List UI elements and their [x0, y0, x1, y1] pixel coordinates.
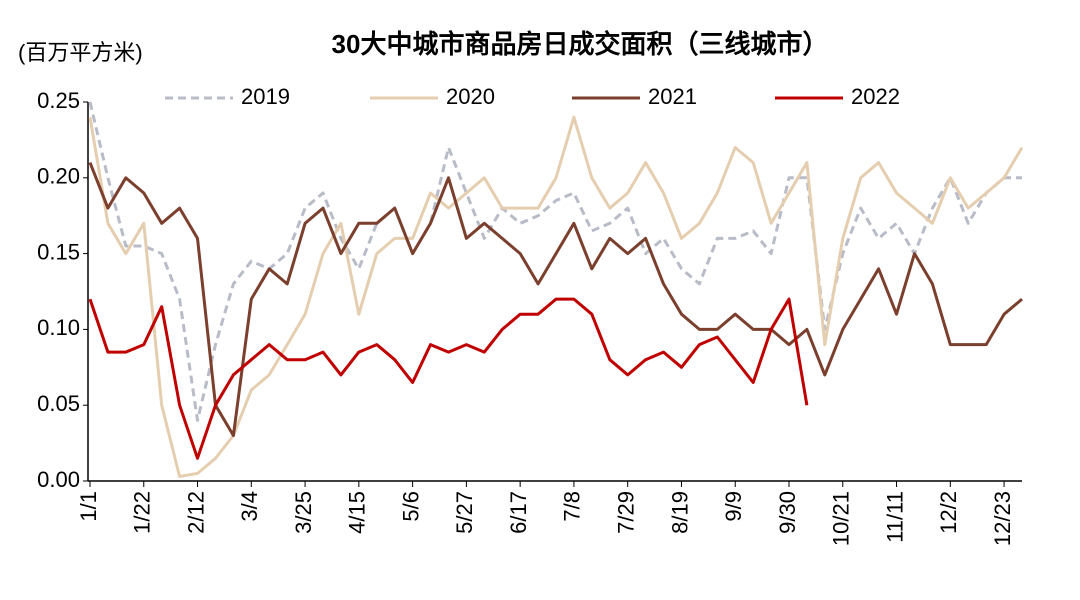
y-tick-label: 0.15 [37, 239, 80, 264]
x-tick-label: 8/19 [667, 491, 692, 534]
x-tick-label: 1/22 [130, 491, 155, 534]
series-line [88, 297, 809, 460]
x-tick-label: 3/25 [291, 491, 316, 534]
x-tick-label: 4/15 [345, 491, 370, 534]
y-tick-label: 0.20 [37, 164, 80, 189]
legend-label: 2020 [446, 84, 495, 109]
x-tick-label: 10/21 [829, 491, 854, 546]
x-tick-label: 1/1 [76, 491, 101, 522]
x-tick-label: 5/27 [452, 491, 477, 534]
y-tick-label: 0.25 [37, 88, 80, 113]
y-tick-label: 0.00 [37, 467, 80, 492]
y-tick-label: 0.10 [37, 315, 80, 340]
series-line [88, 115, 1024, 478]
y-tick-label: 0.05 [37, 391, 80, 416]
legend-label: 2021 [648, 84, 697, 109]
x-tick-label: 6/17 [506, 491, 531, 534]
x-tick-label: 7/29 [614, 491, 639, 534]
x-tick-label: 11/11 [882, 491, 907, 543]
chart-title: 30大中城市商品房日成交面积（三线城市） [332, 29, 829, 59]
series-line [88, 101, 1022, 422]
x-tick-label: 3/4 [237, 491, 262, 522]
x-tick-label: 7/8 [560, 491, 585, 522]
x-tick-label: 12/23 [990, 491, 1015, 546]
x-tick-label: 12/2 [936, 491, 961, 534]
x-tick-label: 5/6 [398, 491, 423, 522]
x-tick-label: 2/12 [183, 491, 208, 534]
x-tick-label: 9/9 [721, 491, 746, 522]
y-axis-label: (百万平方米) [18, 40, 143, 65]
series-line [88, 162, 1023, 437]
legend-label: 2019 [241, 84, 290, 109]
legend-label: 2022 [851, 84, 900, 109]
x-tick-label: 9/30 [775, 491, 800, 534]
